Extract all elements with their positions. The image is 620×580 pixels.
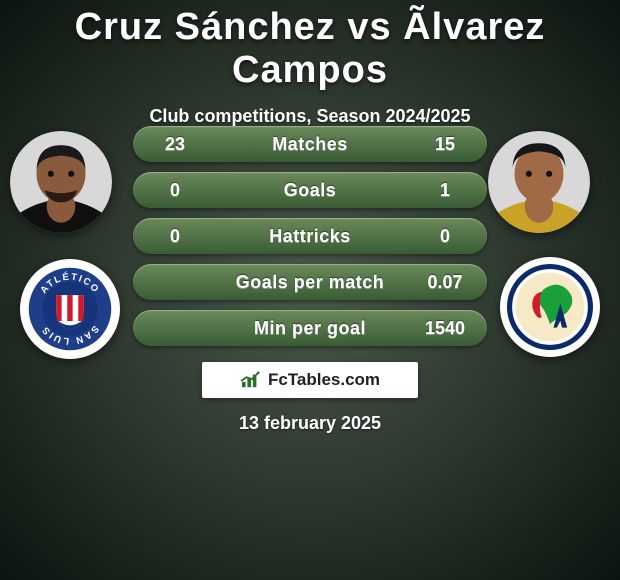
stat-label: Matches <box>197 134 423 155</box>
stat-row-hattricks: 0Hattricks0 <box>133 218 487 254</box>
stat-value-left: 0 <box>153 226 197 247</box>
stat-label: Goals <box>197 180 423 201</box>
player-left-portrait <box>10 131 112 233</box>
stat-row-goals: 0Goals1 <box>133 172 487 208</box>
stat-value-left: 23 <box>153 134 197 155</box>
footer-date: 13 february 2025 <box>0 413 620 434</box>
stat-value-right: 0 <box>423 226 467 247</box>
club-right-crest <box>500 257 600 357</box>
chart-icon <box>240 371 262 389</box>
stat-value-right: 1540 <box>423 318 467 339</box>
site-label: FcTables.com <box>268 370 380 390</box>
stat-value-right: 0.07 <box>423 272 467 293</box>
club-left-crest: ATLÉTICO SAN LUIS <box>20 259 120 359</box>
site-credit: FcTables.com <box>202 362 418 398</box>
page-title: Cruz Sánchez vs Ãlvarez Campos <box>0 6 620 92</box>
stat-label: Goals per match <box>197 272 423 293</box>
subtitle: Club competitions, Season 2024/2025 <box>0 106 620 127</box>
stat-row-matches: 23Matches15 <box>133 126 487 162</box>
stat-label: Hattricks <box>197 226 423 247</box>
stat-row-min-per-goal: Min per goal1540 <box>133 310 487 346</box>
stat-value-right: 15 <box>423 134 467 155</box>
stat-label: Min per goal <box>197 318 423 339</box>
stat-value-left: 0 <box>153 180 197 201</box>
stats-panel: 23Matches150Goals10Hattricks0Goals per m… <box>133 126 487 356</box>
stat-value-right: 1 <box>423 180 467 201</box>
player-right-portrait <box>488 131 590 233</box>
stat-row-goals-per-match: Goals per match0.07 <box>133 264 487 300</box>
